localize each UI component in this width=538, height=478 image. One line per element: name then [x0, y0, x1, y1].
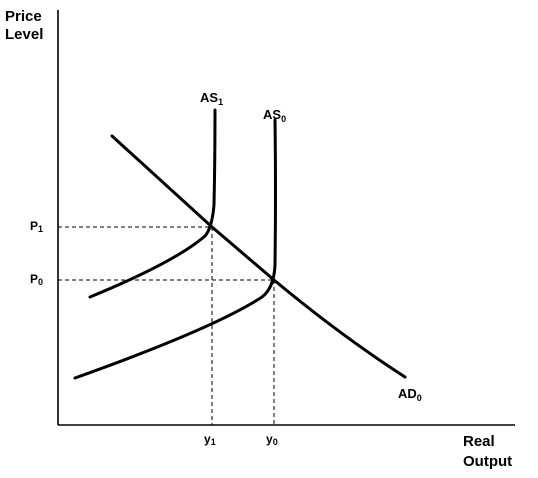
as0-label: AS0	[263, 107, 286, 124]
y1-tick-label: y1	[204, 432, 216, 447]
as1-curve	[88, 108, 217, 299]
p1-tick-label: P1	[30, 219, 43, 234]
y-axis-title-line2: Level	[5, 26, 43, 43]
x-axis-title-line1: Real	[463, 433, 495, 450]
y-axis-title-line1: Price	[5, 8, 42, 25]
ad0-curve	[110, 134, 407, 379]
as0-curve	[73, 118, 277, 380]
as1-label: AS1	[200, 90, 223, 107]
y0-tick-label: y0	[266, 432, 278, 447]
ad0-label: AD0	[398, 386, 422, 403]
x-axis-title-line2: Output	[463, 453, 512, 470]
p0-tick-label: P0	[30, 272, 43, 287]
